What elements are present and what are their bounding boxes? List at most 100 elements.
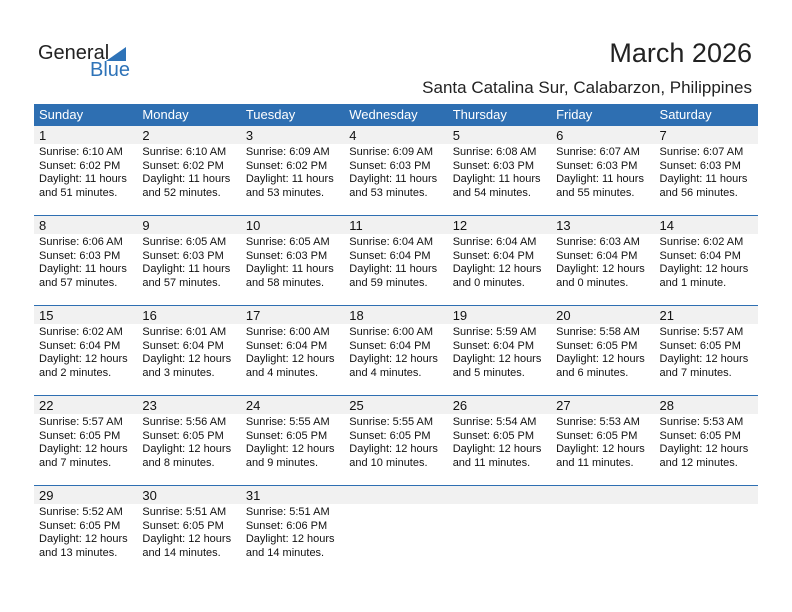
sunrise: Sunrise: 6:06 AM <box>39 236 123 248</box>
sunset: Sunset: 6:03 PM <box>556 159 638 172</box>
day-cell: 23 Sunrise: 5:56 AM Sunset: 6:05 PM Dayl… <box>137 396 241 485</box>
day-number: 14 <box>654 216 758 234</box>
day-cell: 26 Sunrise: 5:54 AM Sunset: 6:05 PM Dayl… <box>447 396 552 485</box>
day-number: 20 <box>551 306 655 324</box>
daylight-minutes: and 7 minutes. <box>39 456 112 469</box>
daylight: Daylight: 11 hours <box>142 263 231 276</box>
daylight: Daylight: 11 hours <box>556 173 644 186</box>
day-number: 26 <box>447 396 552 414</box>
day-cell: 16 Sunrise: 6:01 AM Sunset: 6:04 PM Dayl… <box>137 306 241 395</box>
sunset: Sunset: 6:04 PM <box>142 339 224 352</box>
daylight: Daylight: 11 hours <box>452 173 541 186</box>
sunset: Sunset: 6:05 PM <box>142 429 224 442</box>
day-number: 11 <box>344 216 448 234</box>
day-number: 28 <box>654 396 758 414</box>
daylight-minutes: and 52 minutes. <box>142 186 221 199</box>
sunset: Sunset: 6:05 PM <box>39 429 121 442</box>
sunrise: Sunrise: 6:09 AM <box>349 146 434 158</box>
sunset: Sunset: 6:05 PM <box>659 339 741 352</box>
sunset: Sunset: 6:02 PM <box>39 159 121 172</box>
day-number: 7 <box>654 126 758 144</box>
sunrise: Sunrise: 6:00 AM <box>349 326 434 338</box>
day-number: 12 <box>447 216 552 234</box>
day-number: 3 <box>240 126 345 144</box>
sunset: Sunset: 6:05 PM <box>245 429 328 442</box>
sunset: Sunset: 6:04 PM <box>556 249 638 262</box>
day-cell: 27 Sunrise: 5:53 AM Sunset: 6:05 PM Dayl… <box>551 396 655 485</box>
day-cell: 3 Sunrise: 6:09 AM Sunset: 6:02 PM Dayli… <box>240 126 345 215</box>
daylight-minutes: and 2 minutes. <box>39 366 112 379</box>
daylight: Daylight: 12 hours <box>39 443 128 456</box>
week-row: 1 Sunrise: 6:10 AM Sunset: 6:02 PM Dayli… <box>34 126 758 215</box>
sunrise: Sunrise: 6:00 AM <box>245 326 330 338</box>
daylight-minutes: and 58 minutes. <box>245 276 325 289</box>
sunset: Sunset: 6:03 PM <box>349 159 431 172</box>
sunset: Sunset: 6:05 PM <box>556 339 638 352</box>
day-number: 8 <box>34 216 138 234</box>
daylight: Daylight: 11 hours <box>142 173 231 186</box>
day-number: 15 <box>34 306 138 324</box>
sunrise: Sunrise: 5:55 AM <box>349 416 434 428</box>
day-cell: 25 Sunrise: 5:55 AM Sunset: 6:05 PM Dayl… <box>344 396 448 485</box>
daylight: Daylight: 11 hours <box>39 263 127 276</box>
sunset: Sunset: 6:05 PM <box>556 429 638 442</box>
daylight: Daylight: 11 hours <box>659 173 748 186</box>
day-number: 6 <box>551 126 655 144</box>
day-number: 27 <box>551 396 655 414</box>
daylight-minutes: and 0 minutes. <box>556 276 629 289</box>
sunrise: Sunrise: 6:07 AM <box>556 146 640 158</box>
sunset: Sunset: 6:02 PM <box>142 159 224 172</box>
daylight: Daylight: 12 hours <box>349 353 438 366</box>
daylight-minutes: and 4 minutes. <box>245 366 318 379</box>
daylight: Daylight: 12 hours <box>556 263 645 276</box>
day-cell: 2 Sunrise: 6:10 AM Sunset: 6:02 PM Dayli… <box>137 126 241 215</box>
daylight-minutes: and 0 minutes. <box>452 276 525 289</box>
weekday-wednesday: Wednesday <box>349 107 418 122</box>
daylight: Daylight: 12 hours <box>349 443 438 456</box>
day-number: 30 <box>137 486 241 504</box>
day-cell <box>551 486 655 575</box>
daylight-minutes: and 11 minutes. <box>452 456 531 469</box>
daylight: Daylight: 12 hours <box>659 443 749 456</box>
day-cell: 24 Sunrise: 5:55 AM Sunset: 6:05 PM Dayl… <box>240 396 345 485</box>
day-number: 17 <box>240 306 345 324</box>
daylight: Daylight: 11 hours <box>39 173 127 186</box>
sunset: Sunset: 6:04 PM <box>452 249 535 262</box>
day-number: 4 <box>344 126 448 144</box>
empty-day <box>447 486 552 504</box>
daylight: Daylight: 12 hours <box>142 443 232 456</box>
daylight: Daylight: 11 hours <box>245 263 334 276</box>
daylight-minutes: and 53 minutes. <box>245 186 325 199</box>
day-number: 1 <box>34 126 138 144</box>
sunrise: Sunrise: 5:55 AM <box>245 416 330 428</box>
sunrise: Sunrise: 5:57 AM <box>659 326 744 338</box>
daylight-minutes: and 6 minutes. <box>556 366 629 379</box>
day-number: 9 <box>137 216 241 234</box>
daylight: Daylight: 12 hours <box>659 263 749 276</box>
day-cell: 9 Sunrise: 6:05 AM Sunset: 6:03 PM Dayli… <box>137 216 241 305</box>
day-cell: 14 Sunrise: 6:02 AM Sunset: 6:04 PM Dayl… <box>654 216 758 305</box>
sunset: Sunset: 6:05 PM <box>349 429 431 442</box>
day-number: 2 <box>137 126 241 144</box>
sunset: Sunset: 6:05 PM <box>142 519 224 532</box>
sunset: Sunset: 6:04 PM <box>452 339 535 352</box>
day-number: 29 <box>34 486 138 504</box>
daylight-minutes: and 53 minutes. <box>349 186 428 199</box>
daylight-minutes: and 7 minutes. <box>659 366 732 379</box>
daylight: Daylight: 12 hours <box>452 353 542 366</box>
sunrise: Sunrise: 5:56 AM <box>142 416 227 428</box>
sunset: Sunset: 6:04 PM <box>349 339 431 352</box>
sunrise: Sunrise: 6:05 AM <box>245 236 330 248</box>
daylight-minutes: and 14 minutes. <box>142 546 221 559</box>
day-cell: 1 Sunrise: 6:10 AM Sunset: 6:02 PM Dayli… <box>34 126 138 215</box>
day-cell: 8 Sunrise: 6:06 AM Sunset: 6:03 PM Dayli… <box>34 216 138 305</box>
day-cell <box>654 486 758 575</box>
sunrise: Sunrise: 6:05 AM <box>142 236 227 248</box>
daylight-minutes: and 57 minutes. <box>39 276 118 289</box>
daylight-minutes: and 10 minutes. <box>349 456 428 469</box>
day-number: 24 <box>240 396 345 414</box>
daylight-minutes: and 4 minutes. <box>349 366 422 379</box>
logo-general: General <box>38 42 110 64</box>
sunrise: Sunrise: 5:53 AM <box>659 416 744 428</box>
daylight: Daylight: 12 hours <box>142 353 232 366</box>
